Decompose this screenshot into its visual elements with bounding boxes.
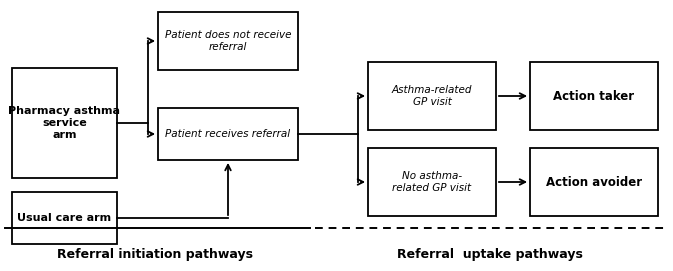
Text: Asthma-related
GP visit: Asthma-related GP visit [392, 85, 472, 107]
Text: Patient does not receive
referral: Patient does not receive referral [165, 30, 291, 52]
Text: No asthma-
related GP visit: No asthma- related GP visit [392, 171, 472, 193]
Bar [530, 62, 658, 130]
Text: Usual care arm: Usual care arm [17, 213, 112, 223]
Text: Pharmacy asthma
service
arm: Pharmacy asthma service arm [9, 107, 120, 140]
Bar [530, 148, 658, 216]
Text: Patient receives referral: Patient receives referral [166, 129, 291, 139]
Bar [368, 148, 496, 216]
Bar [158, 12, 298, 70]
Text: Action taker: Action taker [553, 89, 635, 102]
Bar [12, 192, 117, 244]
Bar [12, 68, 117, 178]
Text: Referral  uptake pathways: Referral uptake pathways [397, 248, 583, 261]
Text: Action avoider: Action avoider [546, 176, 642, 189]
Text: Referral initiation pathways: Referral initiation pathways [57, 248, 253, 261]
Bar [158, 108, 298, 160]
Bar [368, 62, 496, 130]
